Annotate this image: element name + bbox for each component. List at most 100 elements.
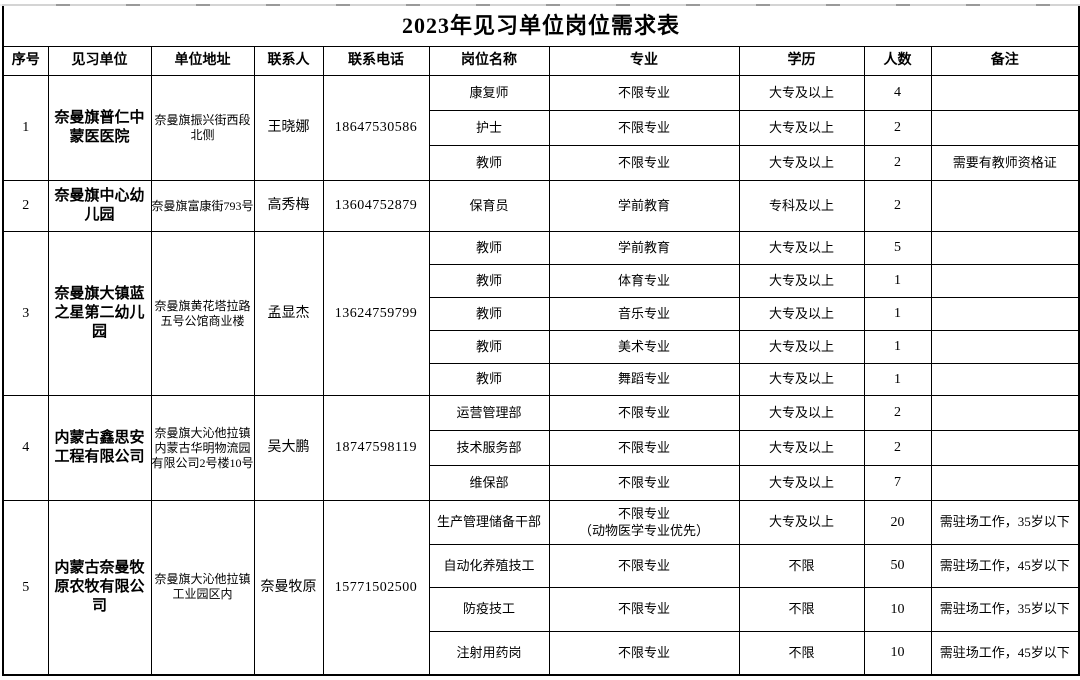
col-header-unit: 见习单位 [47,46,152,76]
cell-position: 教师 [428,330,550,364]
cell-major: 学前教育 [548,180,740,232]
cell-education: 大专及以上 [738,145,865,181]
cell-note [930,110,1080,146]
col-header-major: 专业 [548,46,740,76]
cell-note: 需驻场工作，35岁以下 [930,587,1080,632]
cell-phone: 13624759799 [322,231,430,396]
cell-note [930,231,1080,265]
cell-major: 不限专业 [548,110,740,146]
cell-education: 大专及以上 [738,231,865,265]
cell-no: 4 [2,395,49,501]
cell-unit: 内蒙古奈曼牧原农牧有限公司 [47,500,152,675]
cell-note [930,363,1080,396]
col-header-address: 单位地址 [150,46,255,76]
position-row: 1 奈曼旗普仁中蒙医医院 奈曼旗振兴街西段北侧 王晓娜 18647530586 康复师 不限… [2,75,1080,181]
cell-education: 不限 [738,587,865,632]
cell-note [930,180,1080,232]
cell-count: 20 [863,500,932,545]
cell-education: 大专及以上 [738,395,865,431]
cell-education: 大专及以上 [738,363,865,396]
page-title: 2023年见习单位岗位需求表 [2,4,1080,47]
cell-count: 1 [863,297,932,331]
cell-count: 1 [863,264,932,298]
cell-address: 奈曼旗大沁他拉镇工业园区内 [150,500,255,675]
cell-education: 大专及以上 [738,330,865,364]
cell-count: 50 [863,544,932,588]
cell-major: 美术专业 [548,330,740,364]
cell-education: 大专及以上 [738,500,865,545]
cell-major: 不限专业 [548,544,740,588]
cell-count: 4 [863,75,932,111]
cell-position: 教师 [428,297,550,331]
position-row: 技术服务部 不限专业 大专及以上 2 [3,430,1080,466]
document-page: 2023年见习单位岗位需求表 序号 见习单位 单位地址 联系人 联系电话 岗位名… [0,4,1080,680]
cell-phone: 18747598119 [322,395,430,501]
cell-note [930,297,1080,331]
cell-position: 生产管理储备干部 [428,500,550,545]
position-row: 注射用药岗 不限专业 不限 10 需驻场工作，45岁以下 [3,631,1080,675]
cell-major: 不限专业 （动物医学专业优先） [548,500,740,545]
cropped-row-artifact [0,4,1080,6]
cell-no: 3 [2,231,49,396]
cell-note [930,75,1080,111]
cell-phone: 18647530586 [322,75,430,181]
cell-major: 不限专业 [548,465,740,501]
cell-major: 学前教育 [548,231,740,265]
position-row: 教师 美术专业 大专及以上 1 [3,330,1080,364]
cell-major: 体育专业 [548,264,740,298]
col-header-phone: 联系电话 [322,46,430,76]
cell-count: 1 [863,363,932,396]
cell-position: 教师 [428,264,550,298]
col-header-count: 人数 [863,46,932,76]
col-header-education: 学历 [738,46,865,76]
cell-major: 不限专业 [548,587,740,632]
cell-count: 1 [863,330,932,364]
col-header-remarks: 备注 [930,46,1080,76]
cell-note [930,264,1080,298]
position-row: 3 奈曼旗大镇蓝之星第二幼儿园 奈曼旗黄花塔拉路五号公馆商业楼 孟显杰 13624759… [2,231,1080,396]
cell-education: 不限 [738,544,865,588]
cell-contact: 孟显杰 [253,231,324,396]
cell-education: 大专及以上 [738,465,865,501]
col-header-position: 岗位名称 [428,46,550,76]
title-row: 2023年见习单位岗位需求表 [2,4,1080,47]
cell-note: 需驻场工作，45岁以下 [930,544,1080,588]
cell-count: 2 [863,180,932,232]
cell-note [930,465,1080,501]
job-demand-table: 2023年见习单位岗位需求表 序号 见习单位 单位地址 联系人 联系电话 岗位名… [2,4,1080,676]
cell-phone: 13604752879 [322,180,430,232]
cell-position: 保育员 [428,180,550,232]
col-header-contact: 联系人 [253,46,324,76]
col-header-index: 序号 [2,46,49,76]
cell-position: 自动化养殖技工 [428,544,550,588]
cell-no: 5 [2,500,49,675]
cell-position: 康复师 [428,75,550,111]
header-row: 序号 见习单位 单位地址 联系人 联系电话 岗位名称 专业 学历 人数 备注 [2,46,1080,76]
position-row: 5 内蒙古奈曼牧原农牧有限公司 奈曼旗大沁他拉镇工业园区内 奈曼牧原 157715025… [2,500,1080,675]
position-row: 4 内蒙古鑫思安工程有限公司 奈曼旗大沁他拉镇内蒙古华明物流园有限公司2号楼10号吴… [2,395,1080,501]
cell-address: 奈曼旗黄花塔拉路五号公馆商业楼 [150,231,255,396]
cell-note: 需驻场工作，35岁以下 [930,500,1080,545]
cell-address: 奈曼旗大沁他拉镇内蒙古华明物流园有限公司2号楼10号 [150,395,255,501]
cell-major: 舞蹈专业 [548,363,740,396]
cell-major: 不限专业 [548,75,740,111]
cell-unit: 奈曼旗中心幼儿园 [47,180,152,232]
cell-education: 大专及以上 [738,110,865,146]
cell-count: 2 [863,145,932,181]
cell-contact: 王晓娜 [253,75,324,181]
cell-count: 7 [863,465,932,501]
cell-position: 维保部 [428,465,550,501]
table-body: 1 奈曼旗普仁中蒙医医院 奈曼旗振兴街西段北侧 王晓娜 18647530586 康复师 不限… [2,75,1080,675]
cell-address: 奈曼旗富康街793号 [150,180,255,232]
cell-education: 大专及以上 [738,75,865,111]
position-row: 护士 不限专业 大专及以上 2 [3,110,1080,146]
cell-unit: 奈曼旗普仁中蒙医医院 [47,75,152,181]
cell-no: 1 [2,75,49,181]
cell-position: 教师 [428,145,550,181]
cell-position: 注射用药岗 [428,631,550,675]
cell-position: 技术服务部 [428,430,550,466]
cell-unit: 奈曼旗大镇蓝之星第二幼儿园 [47,231,152,396]
cell-major: 不限专业 [548,631,740,675]
cell-note [930,330,1080,364]
cell-note: 需驻场工作，45岁以下 [930,631,1080,675]
